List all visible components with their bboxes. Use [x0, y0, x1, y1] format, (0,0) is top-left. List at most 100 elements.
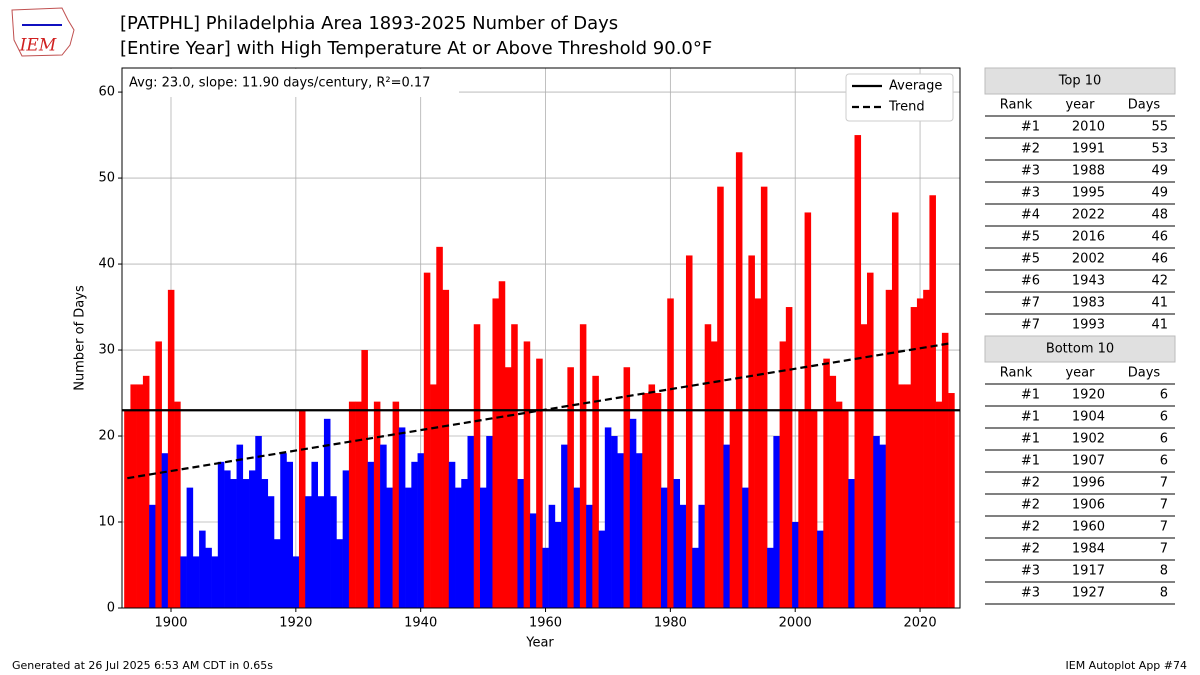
bar — [692, 547, 699, 608]
bar — [810, 410, 818, 608]
table-title-box — [984, 335, 1176, 363]
bar — [729, 410, 737, 608]
bar — [773, 436, 780, 608]
table-cell: #4 — [1021, 208, 1040, 223]
bar — [642, 393, 649, 608]
bar — [748, 255, 755, 609]
bar — [273, 539, 281, 608]
y-tick-label: 60 — [98, 85, 115, 100]
bar — [430, 384, 437, 608]
table-cell: 6 — [1160, 388, 1168, 403]
table-cell: #1 — [1021, 120, 1040, 135]
bar — [941, 332, 949, 608]
chart-subtitle: [Entire Year] with High Temperature At o… — [120, 38, 712, 59]
bar — [842, 410, 849, 608]
table-cell: #5 — [1021, 230, 1040, 245]
table-cell: 7 — [1160, 498, 1168, 513]
logo: IEM — [11, 7, 75, 57]
bar — [330, 496, 337, 608]
table-cell: 2016 — [1072, 230, 1105, 245]
bar — [717, 186, 724, 608]
x-axis-label: Year — [525, 636, 554, 651]
bar — [292, 556, 300, 608]
table-cell: 1902 — [1072, 432, 1105, 447]
logo-text: IEM — [19, 36, 57, 56]
bar — [898, 384, 905, 608]
bar — [442, 289, 450, 608]
bar — [367, 461, 375, 608]
bar — [854, 135, 862, 608]
bar — [286, 461, 294, 608]
y-tick-label: 10 — [98, 515, 115, 530]
bar — [448, 461, 456, 608]
bar — [723, 444, 730, 608]
bar — [829, 375, 837, 608]
bar — [667, 298, 674, 608]
bar — [261, 479, 269, 608]
table-cell: 2022 — [1072, 208, 1105, 223]
bar — [948, 393, 955, 608]
bar — [155, 341, 162, 608]
bar — [380, 444, 387, 608]
bar — [361, 350, 368, 608]
table-cell: #3 — [1021, 164, 1040, 179]
table-header: Days — [1128, 366, 1161, 381]
y-axis-label: Number of Days — [73, 285, 88, 391]
bar — [579, 324, 587, 608]
table-header: year — [1065, 98, 1095, 113]
bar — [611, 436, 618, 608]
annotation-box — [123, 69, 459, 97]
table-cell: 1927 — [1072, 586, 1105, 601]
table-cell: 2010 — [1072, 120, 1105, 135]
bar — [230, 479, 237, 608]
bar — [305, 496, 312, 608]
bar — [267, 496, 275, 608]
bar — [205, 547, 212, 608]
bar — [473, 324, 481, 608]
bar — [598, 530, 606, 608]
bar — [280, 453, 287, 608]
bar — [536, 358, 543, 608]
bar — [754, 298, 762, 608]
bar — [348, 401, 356, 608]
bar — [124, 410, 131, 608]
chart-title: [PATPHL] Philadelphia Area 1893-2025 Num… — [120, 13, 618, 34]
y-tick-label: 0 — [107, 601, 115, 616]
bar — [511, 324, 518, 608]
bar — [866, 272, 874, 608]
table-cell: 6 — [1160, 410, 1168, 425]
bar — [885, 289, 893, 608]
bar — [161, 453, 169, 608]
legend-label: Average — [889, 79, 942, 94]
bar — [567, 367, 574, 608]
bar — [373, 401, 381, 608]
table-cell: 46 — [1151, 230, 1168, 245]
bar — [817, 530, 824, 608]
y-tick-label: 30 — [98, 343, 115, 358]
bar — [823, 358, 830, 608]
table-cell: 1906 — [1072, 498, 1105, 513]
bar — [479, 487, 487, 608]
table-cell: 1995 — [1072, 186, 1105, 201]
table-cell: 55 — [1151, 120, 1168, 135]
table-cell: 46 — [1151, 252, 1168, 267]
bar — [186, 487, 194, 608]
table-title: Top 10 — [1058, 74, 1102, 89]
bar — [648, 384, 656, 608]
bar — [529, 513, 537, 608]
bar — [417, 453, 425, 608]
bar — [554, 522, 562, 608]
table-cell: 2002 — [1072, 252, 1105, 267]
bar — [455, 487, 462, 608]
bar — [873, 436, 880, 608]
table-cell: 1920 — [1072, 388, 1105, 403]
table-cell: 53 — [1151, 142, 1168, 157]
bar — [735, 152, 743, 608]
bar — [405, 487, 412, 608]
table-cell: #1 — [1021, 410, 1040, 425]
footer-left: Generated at 26 Jul 2025 6:53 AM CDT in … — [12, 659, 273, 672]
bar — [923, 289, 930, 608]
table-cell: 1983 — [1072, 296, 1105, 311]
table-cell: #1 — [1021, 454, 1040, 469]
